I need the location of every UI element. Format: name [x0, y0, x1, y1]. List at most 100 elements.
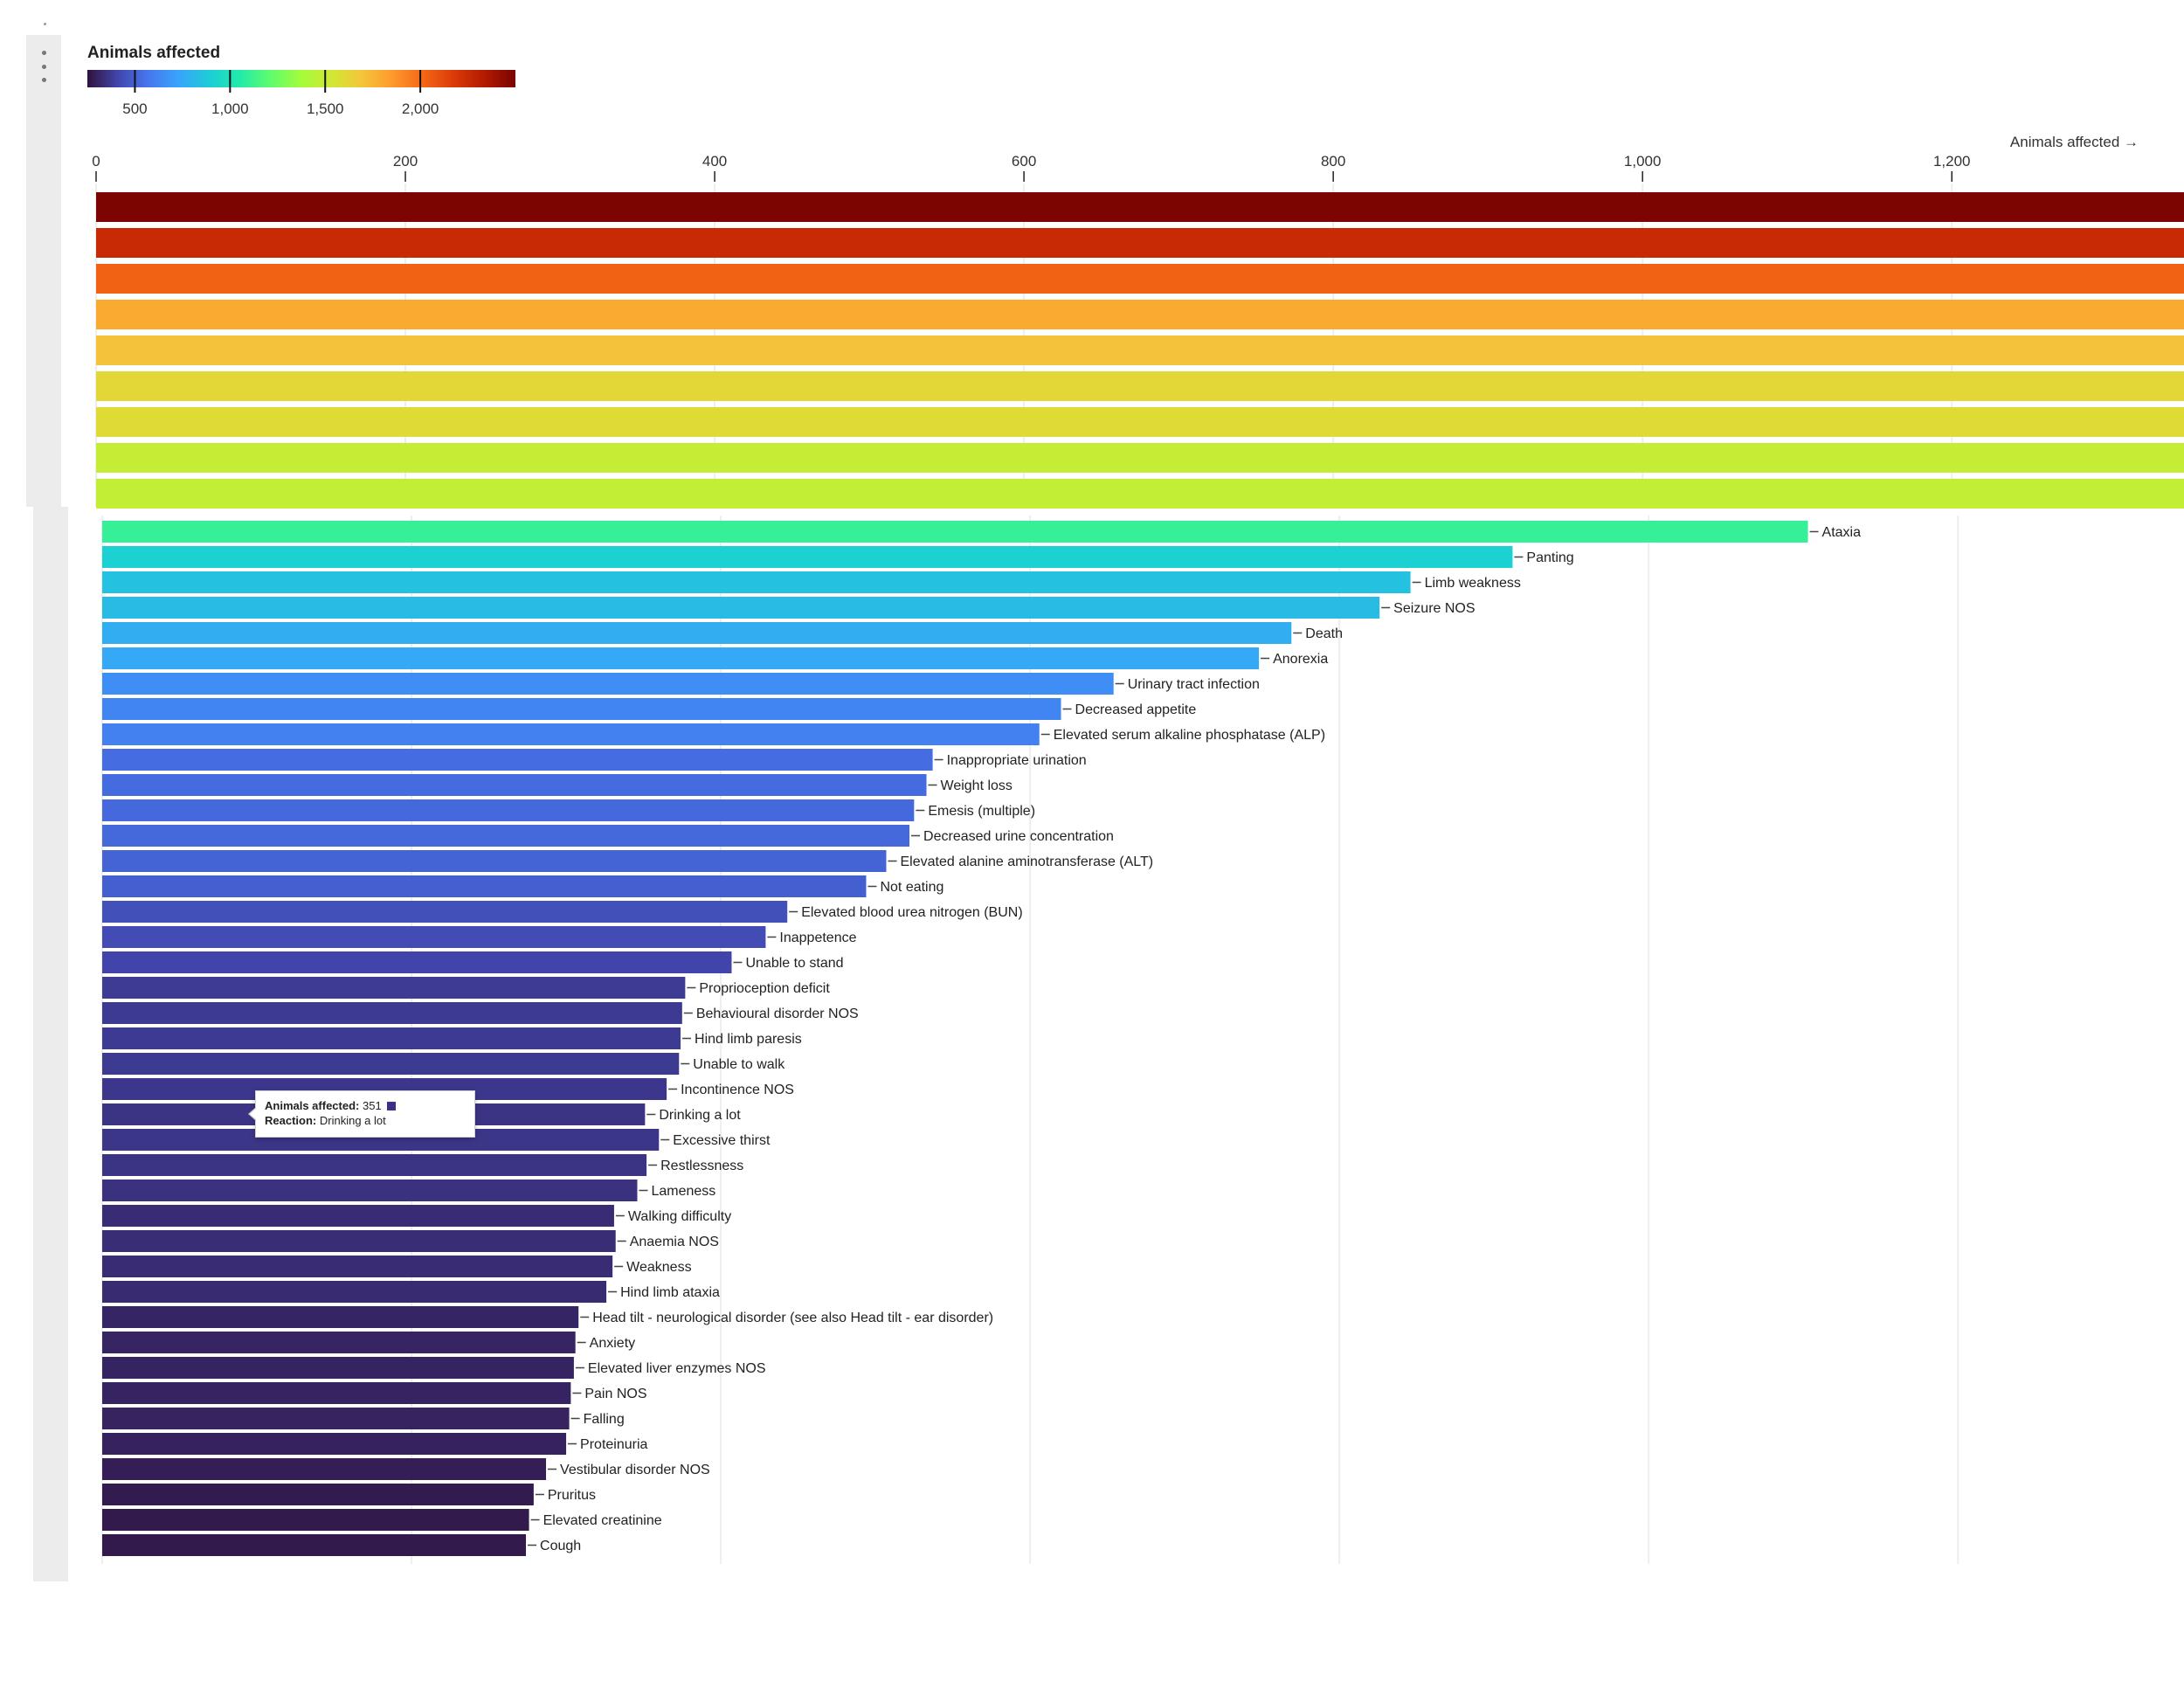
x-tick-label: 1,200	[1933, 153, 1971, 169]
bar[interactable]	[102, 647, 1260, 669]
bar-label: Pruritus	[548, 1488, 596, 1503]
bar[interactable]	[102, 1281, 607, 1303]
bar[interactable]	[102, 1154, 647, 1176]
bar[interactable]	[102, 1357, 574, 1379]
bar-label: Unable to stand	[745, 956, 843, 971]
bar[interactable]	[96, 264, 2184, 294]
bar[interactable]	[102, 673, 1114, 695]
tooltip-value: 351	[363, 1099, 382, 1112]
x-tick-label: 800	[1321, 153, 1345, 169]
bar[interactable]	[102, 1180, 638, 1201]
bar-label: Not eating	[880, 880, 943, 895]
panel-strip-top	[26, 35, 61, 507]
bar-label: Inappetence	[779, 930, 856, 945]
bar[interactable]	[96, 228, 2184, 258]
bar[interactable]	[102, 1458, 547, 1480]
bar[interactable]	[102, 1408, 570, 1429]
bar-label: Inappropriate urination	[947, 753, 1087, 768]
bar-label: Vestibular disorder NOS	[560, 1463, 710, 1477]
bar-label: Elevated alanine aminotransferase (ALT)	[900, 854, 1153, 869]
bar[interactable]	[102, 1027, 681, 1049]
bar[interactable]	[102, 1509, 529, 1531]
bar-label: Decreased urine concentration	[923, 829, 1114, 844]
x-tick-label: 400	[702, 153, 727, 169]
bar-label: Weight loss	[941, 778, 1013, 793]
bar[interactable]	[102, 774, 927, 796]
tooltip-swatch	[386, 1102, 396, 1110]
bar-label: Behavioural disorder NOS	[696, 1007, 859, 1021]
bar[interactable]	[102, 1332, 576, 1353]
panel-strip-bottom	[33, 507, 68, 1581]
bar[interactable]	[102, 597, 1380, 619]
bar-label: Restlessness	[660, 1159, 743, 1173]
x-tick-label: 600	[1012, 153, 1036, 169]
bar-label: Panting	[1526, 550, 1573, 565]
bar-label: Ataxia	[1822, 525, 1862, 540]
page-mark	[44, 23, 46, 25]
bar-label: Lameness	[651, 1184, 715, 1199]
bar-label: Hind limb ataxia	[620, 1285, 720, 1300]
x-axis: Animals affected → 0 200 400 600 800 1,000 1,2…	[92, 134, 2139, 182]
bar[interactable]	[96, 443, 2184, 473]
legend-tick-label: 500	[122, 100, 147, 117]
bar-label: Proteinuria	[580, 1437, 647, 1452]
legend-colorbar	[87, 70, 515, 87]
tooltip-reaction: Drinking a lot	[319, 1114, 386, 1127]
bar[interactable]	[102, 571, 1411, 593]
bar-label: Death	[1305, 626, 1343, 641]
bar-label: Anorexia	[1273, 652, 1328, 667]
bar-label: Walking difficulty	[628, 1209, 731, 1224]
bar[interactable]	[102, 622, 1292, 644]
bar[interactable]	[102, 1534, 527, 1556]
bar[interactable]	[102, 926, 766, 948]
bar[interactable]	[96, 336, 2184, 365]
bar-label: Excessive thirst	[673, 1133, 771, 1148]
bar-label: Seizure NOS	[1393, 601, 1475, 616]
bar[interactable]	[102, 951, 732, 973]
bar[interactable]	[102, 977, 686, 999]
bar-label: Proprioception deficit	[699, 981, 830, 996]
bar-label: Anxiety	[590, 1336, 635, 1351]
bar[interactable]	[102, 1256, 613, 1277]
bar[interactable]	[102, 799, 915, 821]
bar-label: Unable to walk	[693, 1057, 785, 1072]
bar[interactable]	[102, 1382, 571, 1404]
bar[interactable]	[102, 901, 788, 923]
bar[interactable]	[102, 850, 887, 872]
bar[interactable]	[102, 749, 933, 771]
bar[interactable]	[102, 825, 910, 847]
bar[interactable]	[102, 546, 1513, 568]
bar[interactable]	[96, 192, 2184, 222]
more-options-icon[interactable]	[38, 51, 50, 82]
tooltip-series-label: Animals affected:	[265, 1099, 360, 1112]
bar[interactable]	[102, 723, 1040, 745]
bar[interactable]	[102, 1484, 534, 1505]
bar[interactable]	[102, 1205, 614, 1227]
tooltip-reaction-label: Reaction:	[265, 1114, 317, 1127]
bar[interactable]	[102, 1053, 680, 1075]
bar-label: Cough	[540, 1539, 581, 1553]
bar[interactable]	[102, 1306, 579, 1328]
bar[interactable]	[96, 479, 2184, 508]
bar-label: Elevated liver enzymes NOS	[588, 1361, 766, 1376]
bar-label: Limb weakness	[1425, 576, 1521, 591]
legend-tick-label: 2,000	[402, 100, 439, 117]
x-tick-label: 1,000	[1624, 153, 1662, 169]
x-tick-label: 200	[393, 153, 418, 169]
bar[interactable]	[96, 371, 2184, 401]
bar-label: Decreased appetite	[1075, 702, 1197, 717]
legend-tick-label: 1,500	[307, 100, 344, 117]
bar[interactable]	[102, 698, 1061, 720]
bar-label: Weakness	[626, 1260, 691, 1275]
bar[interactable]	[102, 521, 1808, 543]
bar[interactable]	[96, 407, 2184, 437]
bar[interactable]	[96, 300, 2184, 329]
bar[interactable]	[102, 1433, 567, 1455]
bar[interactable]	[102, 1230, 616, 1252]
bar[interactable]	[102, 875, 867, 897]
bar-label: Hind limb paresis	[695, 1032, 802, 1047]
color-legend: Animals affected 500 1,000 1,500 2,000	[87, 44, 515, 117]
bar-label: Urinary tract infection	[1128, 677, 1260, 692]
bar[interactable]	[102, 1002, 682, 1024]
